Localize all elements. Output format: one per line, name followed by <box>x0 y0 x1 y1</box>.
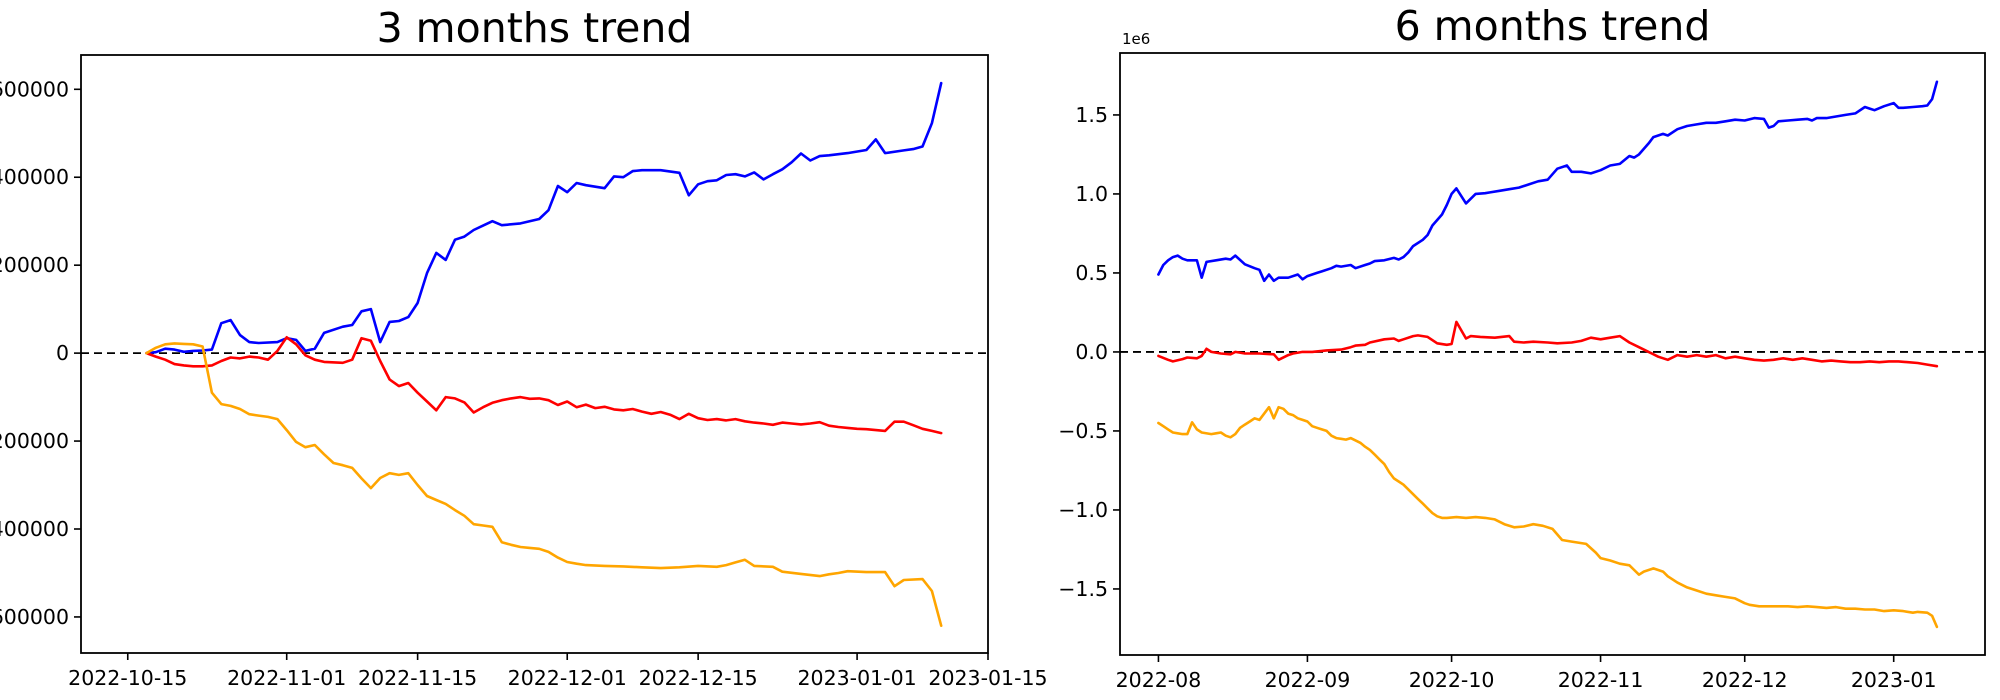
axes-spines <box>1119 52 1986 656</box>
x-tick-label: 2023-01-01 <box>798 666 917 690</box>
x-tick-label: 2022-12-15 <box>639 666 758 690</box>
series-line-blue <box>145 81 943 355</box>
x-tick-label: 2022-10-15 <box>68 666 187 690</box>
x-tick-label: 2022-11-01 <box>227 666 346 690</box>
y-axis-offset-label: 1e6 <box>1122 30 1150 48</box>
y-tick-label: 0 <box>56 341 69 365</box>
chart-title: 6 months trend <box>1395 2 1711 50</box>
series-line-red <box>145 335 943 435</box>
x-tick-label: 2022-11-15 <box>358 666 477 690</box>
chart-title: 3 months trend <box>377 4 693 52</box>
axes-spines <box>80 54 989 654</box>
y-tick-label: 0.0 <box>1075 340 1108 364</box>
x-tick-label: 2022-12 <box>1702 668 1788 692</box>
series-line-red <box>1157 320 1939 368</box>
chart-six-months: 2022-08 2022-09 2022-10 2022-11 2022-12 2023-… <box>1058 2 1986 692</box>
y-tick-label: 0.5 <box>1075 261 1108 285</box>
series-line-orange <box>145 342 943 628</box>
y-tick-label: −200000 <box>0 429 69 453</box>
y-tick-label: 600000 <box>0 77 69 101</box>
series-line-orange <box>1157 405 1939 629</box>
y-tick-label: −1.5 <box>1058 577 1108 601</box>
y-tick-label: 1.5 <box>1075 103 1108 127</box>
y-tick-label: 200000 <box>0 253 69 277</box>
x-tick-label: 2022-11 <box>1558 668 1644 692</box>
y-tick-label: −0.5 <box>1058 419 1108 443</box>
y-tick-label: −1.0 <box>1058 498 1108 522</box>
y-tick-label: −400000 <box>0 517 69 541</box>
y-tick-label: −600000 <box>0 605 69 629</box>
x-tick-label: 2022-12-01 <box>508 666 627 690</box>
x-tick-label: 2023-01 <box>1851 668 1937 692</box>
x-tick-label: 2022-08 <box>1116 668 1202 692</box>
x-tick-label: 2023-01-15 <box>928 666 1047 690</box>
chart-three-months: 2022-10-15 2022-11-01 2022-11-15 2022-12-01… <box>0 4 1048 690</box>
x-tick-label: 2022-09 <box>1265 668 1351 692</box>
series-line-blue <box>1157 80 1939 283</box>
x-tick-label: 2022-10 <box>1409 668 1495 692</box>
y-tick-label: 1.0 <box>1075 182 1108 206</box>
y-tick-label: 400000 <box>0 165 69 189</box>
